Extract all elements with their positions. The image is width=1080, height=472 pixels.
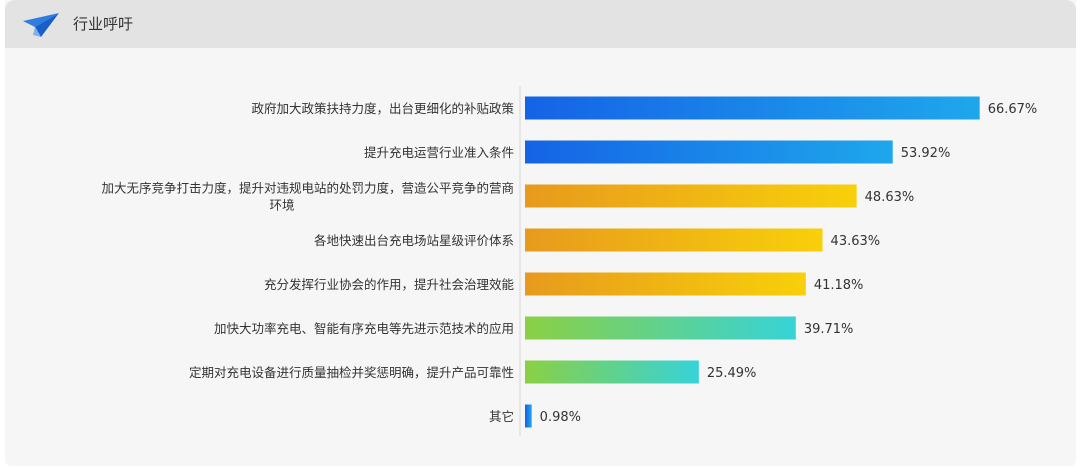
category-label-4: 充分发挥行业协会的作用，提升社会治理效能 [264,277,515,292]
bar-6 [525,360,699,384]
category-label-line: 提升充电运营行业准入条件 [364,145,514,160]
category-label-1: 提升充电运营行业准入条件 [364,145,514,160]
value-label-1: 53.92% [901,146,951,161]
category-label-line: 各地快速出台充电场站星级评价体系 [314,233,514,248]
category-label-line: 加快大功率充电、智能有序充电等先进示范技术的应用 [214,321,514,336]
value-label-3: 43.63% [831,234,881,249]
value-label-6: 25.49% [707,366,757,381]
chart-card: 行业呼吁 [5,0,1076,466]
value-label-5: 39.71% [804,322,854,337]
bar-5 [525,316,796,340]
bar-3 [525,228,823,252]
category-label-line: 充分发挥行业协会的作用，提升社会治理效能 [264,277,515,292]
page-title: 行业呼吁 [73,15,134,33]
category-label-2: 加大无序竞争打击力度，提升对违规电站的处罚力度，营造公平竞争的营商环境 [101,181,514,213]
bar-0 [525,96,980,120]
paper-plane-icon [23,13,59,37]
value-label-0: 66.67% [988,102,1038,117]
category-label-line: 定期对充电设备进行质量抽检并奖惩明确，提升产品可靠性 [189,365,514,380]
category-label-5: 加快大功率充电、智能有序充电等先进示范技术的应用 [214,321,514,336]
bar-7 [525,404,532,428]
bar-4 [525,272,806,296]
category-label-3: 各地快速出台充电场站星级评价体系 [314,233,514,248]
bar-2 [525,184,857,208]
category-label-6: 定期对充电设备进行质量抽检并奖惩明确，提升产品可靠性 [189,365,514,380]
value-label-4: 41.18% [814,278,864,293]
category-label-7: 其它 [489,409,514,424]
card-header: 行业呼吁 [5,0,1076,48]
value-label-2: 48.63% [865,190,915,205]
value-label-7: 0.98% [540,410,581,425]
category-label-line: 环境 [269,198,294,213]
category-label-line: 其它 [489,409,514,424]
category-label-line: 政府加大政策扶持力度，出台更细化的补贴政策 [251,101,514,116]
bar-1 [525,140,893,164]
category-label-line: 加大无序竞争打击力度，提升对违规电站的处罚力度，营造公平竞争的营商 [101,181,514,196]
category-label-0: 政府加大政策扶持力度，出台更细化的补贴政策 [251,101,514,116]
